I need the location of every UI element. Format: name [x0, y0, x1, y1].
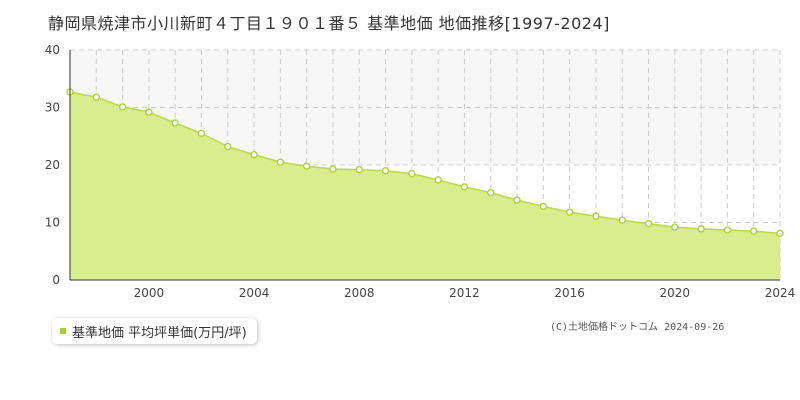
data-point [145, 108, 153, 116]
data-point [118, 103, 127, 111]
series-area [70, 91, 780, 280]
y-tick-label: 10 [45, 216, 60, 230]
y-tick-label: 30 [45, 101, 60, 115]
data-point [224, 142, 232, 151]
data-point [723, 226, 732, 234]
y-tick-label: 40 [45, 43, 60, 57]
series-line [69, 91, 781, 235]
legend[interactable]: 基準地価 平均坪単価(万円/坪) [52, 318, 257, 344]
data-point [460, 183, 469, 191]
x-tick-label: 2004 [239, 286, 270, 300]
x-tick-label: 2020 [660, 286, 691, 300]
y-tick-label: 20 [45, 158, 60, 172]
data-point [697, 225, 705, 233]
data-point [618, 216, 626, 224]
data-point [776, 229, 784, 238]
x-tick-label: 2024 [765, 286, 796, 300]
y-tick-label: 0 [52, 273, 60, 287]
chart-title: 静岡県焼津市小川新町４丁目１９０１番５ 基準地価 地価推移[1997-2024] [48, 14, 610, 33]
data-point [434, 176, 442, 184]
data-point [329, 165, 337, 173]
data-point [750, 227, 758, 235]
data-point [408, 169, 416, 178]
copyright-text: (C)土地価格ドットコム 2024-09-26 [550, 322, 725, 333]
data-point [381, 167, 390, 175]
x-tick-label: 2016 [554, 286, 585, 300]
data-point [513, 196, 521, 204]
data-point [565, 208, 574, 216]
x-tick-label: 2012 [449, 286, 480, 300]
data-point [303, 162, 311, 170]
data-point [276, 158, 285, 166]
data-point [171, 119, 179, 127]
legend-swatch [60, 328, 66, 334]
data-point [671, 223, 679, 231]
data-point [197, 129, 206, 138]
x-tick-label: 2008 [344, 286, 375, 300]
data-point [92, 93, 100, 101]
data-point [539, 202, 547, 211]
data-point [355, 165, 363, 174]
data-point [487, 188, 495, 197]
data-point [250, 150, 258, 159]
x-tick-label: 2000 [134, 286, 165, 300]
data-point [644, 219, 653, 228]
legend-label: 基準地価 平均坪単価(万円/坪) [72, 325, 247, 341]
data-point [592, 212, 600, 220]
